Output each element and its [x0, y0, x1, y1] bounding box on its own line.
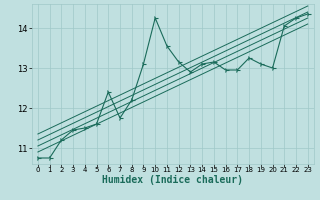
X-axis label: Humidex (Indice chaleur): Humidex (Indice chaleur)	[102, 175, 243, 185]
